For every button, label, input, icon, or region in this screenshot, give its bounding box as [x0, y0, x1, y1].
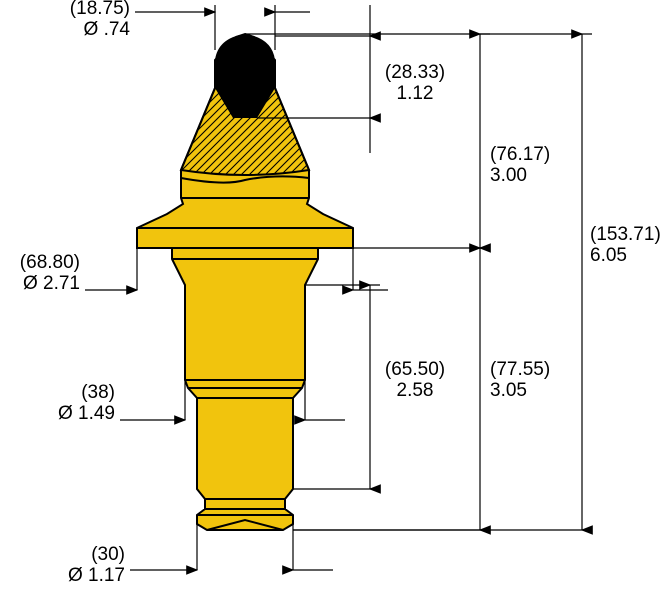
- svg-text:Ø 1.17: Ø 1.17: [68, 565, 125, 586]
- svg-text:2.58: 2.58: [397, 380, 434, 401]
- dim-d_retainer: (30): [91, 544, 125, 565]
- cutting-bit-part: [137, 34, 353, 530]
- dim-d_shank: (38): [81, 382, 115, 403]
- svg-text:Ø 2.71: Ø 2.71: [23, 273, 80, 294]
- dim-h_shank: (65.50): [385, 359, 445, 380]
- dimensions-group: (18.75)Ø .74 (28.33)1.12 (76.17)3.00 (153.7…: [20, 0, 661, 586]
- svg-text:3.05: 3.05: [490, 380, 527, 401]
- dim-h_lower: (77.55): [490, 359, 550, 380]
- dim-h_tip: (28.33): [385, 62, 445, 83]
- svg-text:Ø .74: Ø .74: [84, 19, 131, 40]
- svg-text:1.12: 1.12: [397, 83, 434, 104]
- svg-text:Ø 1.49: Ø 1.49: [58, 403, 115, 424]
- svg-text:3.00: 3.00: [490, 165, 527, 186]
- dim-d_tip: (18.75): [70, 0, 130, 19]
- dim-h_head: (76.17): [490, 144, 550, 165]
- engineering-drawing: (18.75)Ø .74 (28.33)1.12 (76.17)3.00 (153.7…: [0, 0, 663, 592]
- svg-text:6.05: 6.05: [590, 245, 627, 266]
- dim-d_flange: (68.80): [20, 252, 80, 273]
- dim-h_total: (153.71): [590, 224, 661, 245]
